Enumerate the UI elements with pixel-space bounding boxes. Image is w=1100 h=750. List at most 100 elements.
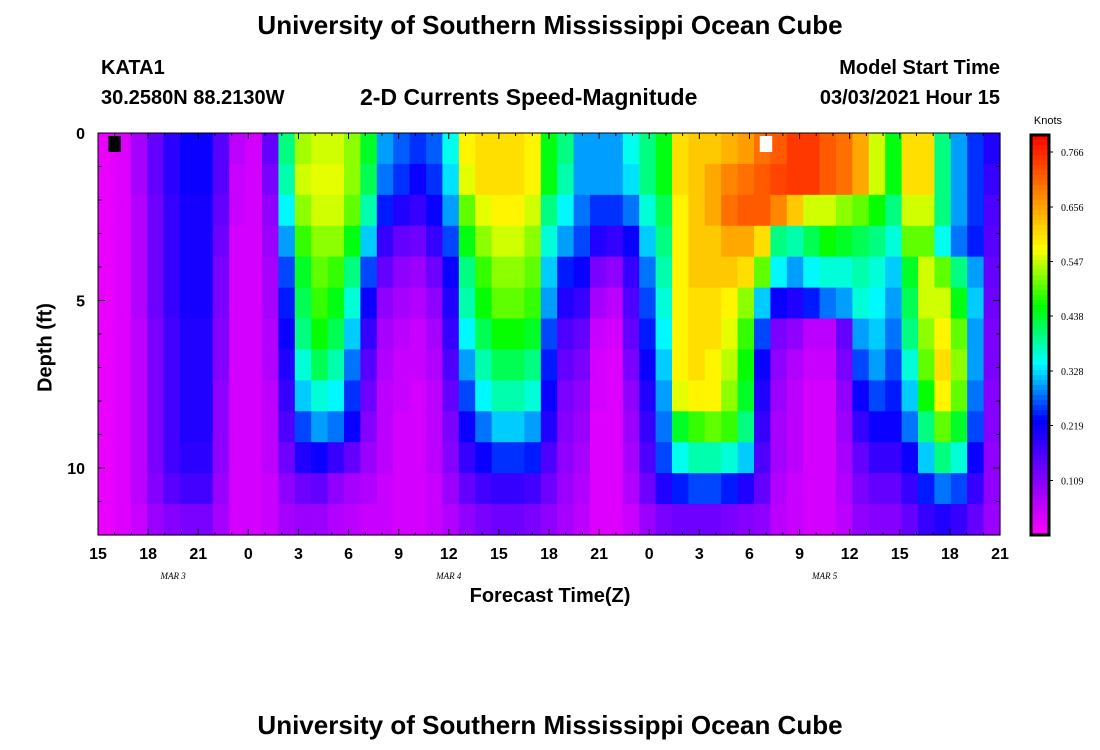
heatmap-cell [147,504,165,536]
heatmap-cell [950,163,968,196]
heatmap-cell [409,411,427,443]
heatmap-cell [524,133,542,165]
heatmap-cell [852,163,870,196]
heatmap-cell [442,287,460,320]
heatmap-cell [294,442,312,474]
heatmap-cells [98,133,1001,536]
heatmap-cell [163,411,181,443]
heatmap-cell [967,225,985,258]
x-tick-label: 15 [89,546,107,563]
heatmap-cell [967,163,985,196]
heatmap-cell [491,133,509,165]
heatmap-cell [360,256,378,289]
x-tick-label: 6 [745,546,754,563]
heatmap-cell [426,411,443,443]
heatmap-cell [836,256,853,289]
heatmap-cell [885,287,903,320]
heatmap-cell [376,442,394,474]
heatmap-cell [130,349,148,381]
heatmap-cell [786,194,804,227]
heatmap-cell [655,318,673,351]
heatmap-cell [639,318,657,351]
heatmap-cell [672,256,689,289]
heatmap-cell [786,411,804,443]
heatmap-cell [458,287,476,320]
heatmap-cell [376,380,394,412]
colorbar-tick-label: 0.656 [1061,203,1084,214]
heatmap-cell [754,473,771,505]
heatmap-cell [770,504,788,536]
heatmap-cell [557,411,575,443]
heatmap-cell [344,194,361,227]
heatmap-cell [540,411,558,443]
heatmap-cell [114,287,132,320]
heatmap-cell [294,411,312,443]
heatmap-cell [704,380,722,412]
heatmap-cell [721,411,739,443]
colorbar-segment [1031,165,1049,171]
heatmap-cell [212,133,230,165]
heatmap-cell [967,504,985,536]
heatmap-cell [426,473,443,505]
heatmap-cell [704,163,722,196]
heatmap-cell [98,504,115,536]
heatmap-cell [918,380,935,412]
heatmap-cell [229,380,247,412]
heatmap-cell [737,473,755,505]
heatmap-cell [327,473,345,505]
heatmap-cell [311,256,329,289]
colorbar-segment [1031,325,1049,331]
heatmap-cell [180,225,197,258]
heatmap-cell [934,133,952,165]
heatmap-cell [147,473,165,505]
heatmap-cell [852,504,870,536]
heatmap-cell [442,473,460,505]
heatmap-cell [557,318,575,351]
heatmap-cell [393,504,411,536]
heatmap-cell [426,380,443,412]
heatmap-cell [622,194,640,227]
colorbar-segment [1031,355,1049,361]
heatmap-cell [967,349,985,381]
heatmap-cell [130,287,148,320]
heatmap-cell [590,473,607,505]
heatmap-cell [704,225,722,258]
heatmap-cell [409,349,427,381]
heatmap-cell [819,473,837,505]
heatmap-cell [212,163,230,196]
colorbar-segment [1031,140,1049,146]
heatmap-cell [458,473,476,505]
heatmap-cell [442,349,460,381]
heatmap-cell [754,194,771,227]
heatmap-cell [754,349,771,381]
heatmap-cell [327,504,345,536]
heatmap-cell [819,256,837,289]
heatmap-cell [442,163,460,196]
x-tick-label: 21 [189,546,207,563]
heatmap-cell [868,442,886,474]
heatmap-cell [557,163,575,196]
heatmap-cell [786,442,804,474]
heatmap-cell [98,411,115,443]
heatmap-cell [212,442,230,474]
colorbar-segment [1031,470,1049,476]
heatmap-cell [639,349,657,381]
heatmap-cell [147,133,165,165]
heatmap-cell [245,473,263,505]
heatmap-cell [901,473,919,505]
colorbar-segment [1031,390,1049,396]
x-tick-label: 9 [795,546,804,563]
colorbar-segment [1031,405,1049,411]
heatmap-cell [655,225,673,258]
heatmap-cell [327,380,345,412]
heatmap-cell [836,380,853,412]
heatmap-cell [868,133,886,165]
heatmap-cell [672,504,689,536]
heatmap-cell [704,473,722,505]
heatmap-cell [212,225,230,258]
heatmap-cell [950,411,968,443]
heatmap-cell [458,411,476,443]
heatmap-cell [557,256,575,289]
heatmap-cell [245,504,263,536]
heatmap-cell [524,318,542,351]
